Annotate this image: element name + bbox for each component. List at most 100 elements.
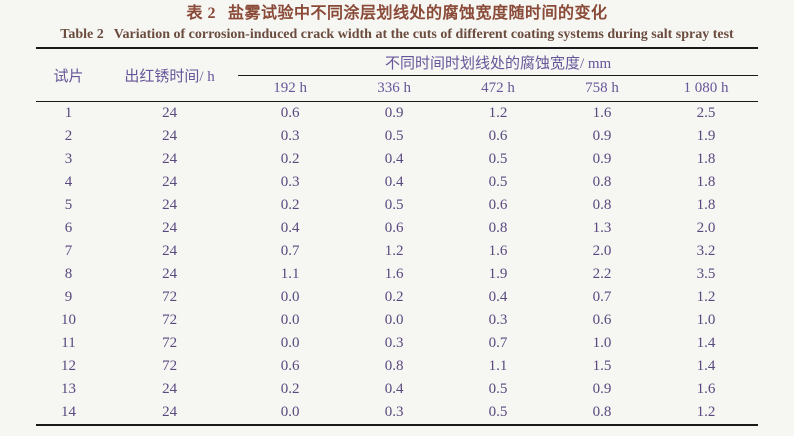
- table-title-en: Table 2 Variation of corrosion-induced cr…: [0, 25, 794, 45]
- width-cell: 1.2: [696, 404, 716, 420]
- table-row: 1 24 0.6 0.9 1.2 1.6 2.5: [36, 102, 758, 126]
- table-row: 3 24 0.2 0.4 0.5 0.9 1.8: [36, 148, 758, 171]
- rust-time-cell: 24: [162, 151, 178, 167]
- header-span-corrosion-width: 不同时间时划线处的腐蚀宽度/ mm: [238, 48, 758, 76]
- width-cell: 0.6: [488, 128, 508, 144]
- width-cell: 0.7: [280, 243, 300, 259]
- rust-time-cell: 24: [162, 174, 178, 190]
- width-cell: 1.9: [696, 128, 716, 144]
- table-title-zh: 表 2 盐雾试验中不同涂层划线处的腐蚀宽度随时间的变化: [0, 0, 794, 25]
- rust-time-cell: 72: [162, 312, 178, 328]
- table-header: 试片 出红锈时间/ h 不同时间时划线处的腐蚀宽度/ mm 192 h 336 …: [36, 48, 758, 102]
- width-cell: 0.0: [280, 335, 300, 351]
- table-row: 8 24 1.1 1.6 1.9 2.2 3.5: [36, 263, 758, 286]
- table-row: 10 72 0.0 0.0 0.3 0.6 1.0: [36, 309, 758, 332]
- specimen-cell: 1: [64, 105, 73, 121]
- width-cell: 1.2: [696, 289, 716, 305]
- width-cell: 1.1: [488, 358, 508, 374]
- rust-time-cell: 24: [162, 105, 178, 121]
- rust-time-cell: 24: [162, 243, 178, 259]
- width-cell: 1.3: [592, 220, 612, 236]
- width-cell: 0.3: [384, 404, 404, 420]
- width-cell: 2.5: [696, 105, 716, 121]
- width-cell: 0.2: [384, 289, 404, 305]
- width-cell: 1.6: [696, 381, 716, 397]
- width-cell: 0.8: [488, 220, 508, 236]
- width-cell: 0.6: [280, 358, 300, 374]
- width-cell: 1.6: [384, 266, 404, 282]
- width-cell: 0.7: [592, 289, 612, 305]
- table-row: 4 24 0.3 0.4 0.5 0.8 1.8: [36, 171, 758, 194]
- width-cell: 0.5: [488, 151, 508, 167]
- table-body: 1 24 0.6 0.9 1.2 1.6 2.5 2 24 0.3 0.5 0.…: [36, 102, 758, 426]
- width-cell: 0.5: [488, 174, 508, 190]
- width-cell: 0.9: [592, 128, 612, 144]
- table-row: 7 24 0.7 1.2 1.6 2.0 3.2: [36, 240, 758, 263]
- width-cell: 0.3: [280, 174, 300, 190]
- width-cell: 1.2: [488, 105, 508, 121]
- width-cell: 1.6: [488, 243, 508, 259]
- table-row: 11 72 0.0 0.3 0.7 1.0 1.4: [36, 332, 758, 355]
- width-cell: 1.2: [384, 243, 404, 259]
- width-cell: 0.0: [280, 404, 300, 420]
- header-time-472h: 472 h: [446, 75, 551, 102]
- specimen-cell: 8: [64, 266, 73, 282]
- specimen-cell: 7: [64, 243, 73, 259]
- rust-time-cell: 24: [162, 404, 178, 420]
- width-cell: 1.8: [696, 197, 716, 213]
- width-cell: 2.0: [592, 243, 612, 259]
- width-cell: 0.5: [488, 381, 508, 397]
- rust-time-cell: 24: [162, 128, 178, 144]
- width-cell: 0.2: [280, 151, 300, 167]
- rust-time-cell: 72: [162, 335, 178, 351]
- width-cell: 2.2: [592, 266, 612, 282]
- width-cell: 0.6: [592, 312, 612, 328]
- header-time-758h: 758 h: [550, 75, 654, 102]
- specimen-cell: 2: [64, 128, 73, 144]
- rust-time-cell: 72: [162, 289, 178, 305]
- width-cell: 0.6: [280, 105, 300, 121]
- width-cell: 1.0: [592, 335, 612, 351]
- width-cell: 0.4: [384, 174, 404, 190]
- specimen-cell: 11: [61, 335, 76, 351]
- width-cell: 1.4: [696, 358, 716, 374]
- header-specimen: 试片: [36, 48, 101, 102]
- specimen-cell: 12: [60, 358, 76, 374]
- table-row: 5 24 0.2 0.5 0.6 0.8 1.8: [36, 194, 758, 217]
- width-cell: 0.4: [488, 289, 508, 305]
- width-cell: 0.8: [592, 404, 612, 420]
- width-cell: 0.0: [280, 289, 300, 305]
- table-row: 2 24 0.3 0.5 0.6 0.9 1.9: [36, 125, 758, 148]
- specimen-cell: 3: [64, 151, 73, 167]
- width-cell: 3.2: [696, 243, 716, 259]
- table-row: 12 72 0.6 0.8 1.1 1.5 1.4: [36, 355, 758, 378]
- width-cell: 0.3: [384, 335, 404, 351]
- width-cell: 0.9: [384, 105, 404, 121]
- width-cell: 0.7: [488, 335, 508, 351]
- width-cell: 0.4: [384, 381, 404, 397]
- table-title-zh-text: 盐雾试验中不同涂层划线处的腐蚀宽度随时间的变化: [228, 5, 608, 22]
- width-cell: 3.5: [696, 266, 716, 282]
- specimen-cell: 9: [64, 289, 73, 305]
- width-cell: 1.0: [696, 312, 716, 328]
- specimen-cell: 5: [64, 197, 73, 213]
- width-cell: 0.2: [280, 381, 300, 397]
- rust-time-cell: 72: [162, 358, 178, 374]
- corrosion-width-table: 试片 出红锈时间/ h 不同时间时划线处的腐蚀宽度/ mm 192 h 336 …: [36, 47, 758, 426]
- width-cell: 1.1: [280, 266, 300, 282]
- width-cell: 1.4: [696, 335, 716, 351]
- width-cell: 0.8: [592, 197, 612, 213]
- width-cell: 1.5: [592, 358, 612, 374]
- width-cell: 0.2: [280, 197, 300, 213]
- header-time-1080h: 1 080 h: [653, 75, 758, 102]
- width-cell: 2.0: [696, 220, 716, 236]
- header-time-336h: 336 h: [342, 75, 447, 102]
- width-cell: 0.3: [280, 128, 300, 144]
- width-cell: 0.8: [592, 174, 612, 190]
- header-time-192h: 192 h: [238, 75, 343, 102]
- width-cell: 0.3: [488, 312, 508, 328]
- specimen-cell: 6: [64, 220, 73, 236]
- width-cell: 0.5: [384, 128, 404, 144]
- specimen-cell: 4: [64, 174, 73, 190]
